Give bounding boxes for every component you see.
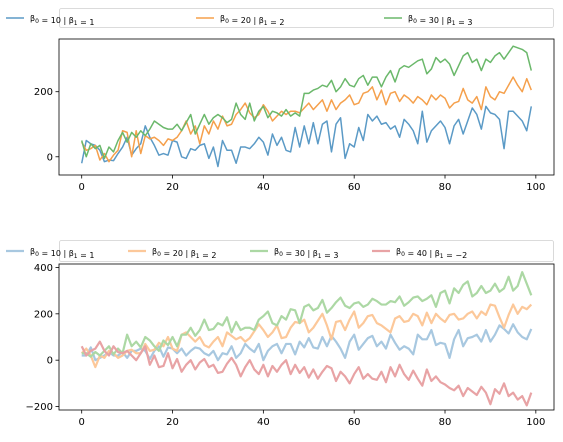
legend-label: β0 = 20 | β1 = 2 bbox=[152, 247, 217, 260]
y-tick-label: 200 bbox=[34, 309, 53, 320]
x-tick-label: 40 bbox=[257, 182, 270, 193]
y-tick-label: 400 bbox=[34, 263, 53, 274]
legend-item: β0 = 10 | β1 = 1 bbox=[6, 247, 95, 260]
legend-label: β0 = 40 | β1 = −2 bbox=[396, 247, 467, 260]
x-tick-label: 40 bbox=[257, 417, 270, 428]
legend-frame bbox=[59, 8, 554, 28]
x-tick-label: 60 bbox=[348, 182, 361, 193]
legend-label: β0 = 10 | β1 = 1 bbox=[30, 14, 95, 27]
series-group bbox=[80, 271, 533, 407]
legend-frame bbox=[59, 240, 554, 262]
legend-item: β0 = 10 | β1 = 1 bbox=[6, 14, 95, 27]
legend-item: β0 = 40 | β1 = −2 bbox=[372, 247, 467, 260]
x-tick-label: 80 bbox=[439, 182, 452, 193]
legend-item: β0 = 30 | β1 = 3 bbox=[250, 247, 339, 260]
plot-frame bbox=[58, 263, 555, 411]
x-tick-label: 0 bbox=[79, 182, 85, 193]
series-line-2 bbox=[81, 76, 532, 163]
x-tick-label: 20 bbox=[166, 417, 179, 428]
legend-label: β0 = 30 | β1 = 3 bbox=[408, 14, 473, 27]
y-tick-label: 0 bbox=[47, 152, 53, 163]
top-chart: 0 20 40 60 80 100 0 200 β0 = 10 | β1 = 1 β0 = 20 … bbox=[6, 8, 555, 193]
series-line-1 bbox=[80, 105, 533, 168]
legend-item: β0 = 30 | β1 = 3 bbox=[384, 14, 473, 27]
series-line-3 bbox=[80, 45, 533, 160]
y-tick-label: 200 bbox=[34, 87, 53, 98]
x-tick-label: 20 bbox=[166, 182, 179, 193]
legend-item: β0 = 20 | β1 = 2 bbox=[196, 14, 285, 27]
x-tick-label: 80 bbox=[439, 417, 452, 428]
legend-label: β0 = 20 | β1 = 2 bbox=[220, 14, 285, 27]
x-tick-label: 0 bbox=[79, 417, 85, 428]
plot-frame bbox=[58, 38, 555, 176]
legend: β0 = 10 | β1 = 1 β0 = 20 | β1 = 2 β0 = 30 … bbox=[6, 240, 554, 262]
series-group bbox=[80, 45, 533, 168]
legend-item: β0 = 20 | β1 = 2 bbox=[128, 247, 217, 260]
y-tick-label: 0 bbox=[47, 356, 53, 367]
legend: β0 = 10 | β1 = 1 β0 = 20 | β1 = 2 β0 = 30 … bbox=[6, 8, 554, 28]
series-line-3 bbox=[81, 271, 533, 358]
series-line-4 bbox=[80, 340, 533, 407]
legend-label: β0 = 10 | β1 = 1 bbox=[30, 247, 95, 260]
x-tick-label: 60 bbox=[348, 417, 361, 428]
legend-label: β0 = 30 | β1 = 3 bbox=[274, 247, 339, 260]
y-tick-label: −200 bbox=[26, 402, 53, 413]
series-line-2 bbox=[80, 303, 533, 369]
x-tick-label: 100 bbox=[526, 417, 545, 428]
x-tick-label: 100 bbox=[526, 182, 545, 193]
series-line-1 bbox=[81, 323, 533, 362]
